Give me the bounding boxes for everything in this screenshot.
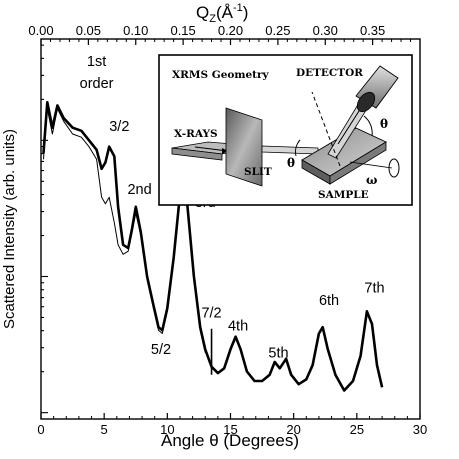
xray-beam-block-side xyxy=(171,147,223,161)
x-tick-label: 15 xyxy=(223,422,237,437)
x-tick-label: 0 xyxy=(37,422,44,437)
order-label: 7/2 xyxy=(201,306,221,322)
x-tick-label: 5 xyxy=(101,422,108,437)
y-axis-ticks xyxy=(41,44,48,414)
omega-axis xyxy=(349,161,393,169)
top-x-tick-label: 0.20 xyxy=(218,23,243,38)
slit-plate xyxy=(225,107,263,187)
theta-arc-in xyxy=(295,139,301,157)
top-axis-title-close: ) xyxy=(243,3,249,22)
top-axis-title-sup: -1 xyxy=(233,2,243,14)
top-x-tick-label: 0.30 xyxy=(313,23,338,38)
xrays-label: X-RAYS xyxy=(174,128,218,140)
xray-arrow-head xyxy=(222,148,228,154)
top-axis-title-sub: Z xyxy=(209,13,216,25)
inset-title: XRMS Geometry xyxy=(172,69,270,81)
x-tick-label: 30 xyxy=(413,422,427,437)
x-tick-label: 10 xyxy=(160,422,174,437)
x-tick-label: 20 xyxy=(286,422,300,437)
detector-label: DETECTOR xyxy=(296,67,363,79)
top-x-tick-label: 0.15 xyxy=(170,23,195,38)
top-x-tick-label: 0.05 xyxy=(76,23,101,38)
top-axis-title-main: Q xyxy=(196,3,209,22)
theta-arc-out xyxy=(363,115,373,137)
top-axis-title: QZ(Å-1) xyxy=(196,2,248,25)
theta-label-in: θ xyxy=(287,156,295,170)
order-label: 5/2 xyxy=(151,342,171,358)
sample-label: SAMPLE xyxy=(318,189,369,201)
omega-label: ω xyxy=(366,173,377,187)
top-x-tick-label: 0.35 xyxy=(360,23,385,38)
top-axis-title-open: ( xyxy=(216,3,222,22)
inset-xrms-geometry: XRMS Geometry X-RAYS SLIT xyxy=(158,54,413,206)
theta-label-out: θ xyxy=(380,117,388,131)
order-label: 6th xyxy=(319,293,339,309)
top-x-tick-label: 0.00 xyxy=(28,23,53,38)
x-tick-label: 25 xyxy=(350,422,364,437)
order-label: order xyxy=(80,76,114,92)
omega-rotation-icon xyxy=(388,158,400,178)
y-axis-title: Scattered Intensity (arb. units) xyxy=(1,129,18,329)
detector-aperture xyxy=(356,91,376,113)
top-x-axis: 0.00 0.05 0.10 0.15 0.20 0.25 0.30 0.35 xyxy=(28,23,412,45)
slit-label: SLIT xyxy=(244,166,272,178)
order-label: 2nd xyxy=(127,182,151,198)
top-x-tick-label: 0.10 xyxy=(123,23,148,38)
top-x-tick-label: 0.25 xyxy=(265,23,290,38)
order-label: 1st xyxy=(87,54,106,70)
x-axis-title: Angle θ (Degrees) xyxy=(161,431,299,450)
bottom-x-axis: 0 5 10 15 20 25 30 xyxy=(37,413,427,437)
top-axis-title-unit: Å xyxy=(222,3,234,22)
surface-normal-dashed xyxy=(311,91,341,167)
order-label: 3/2 xyxy=(109,119,129,135)
order-label: 5th xyxy=(268,345,288,361)
order-label: 7th xyxy=(364,280,384,296)
order-label: 4th xyxy=(228,318,248,334)
